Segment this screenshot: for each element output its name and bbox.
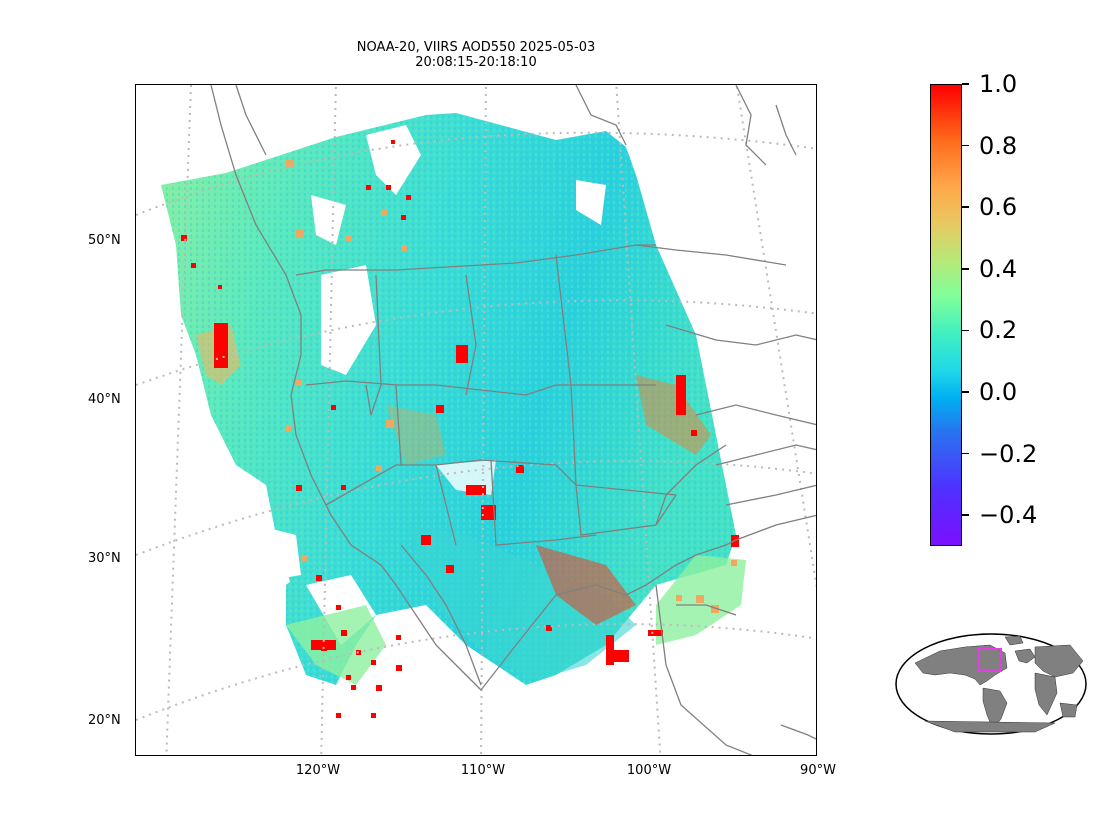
- colorbar-tick-label: 0.6: [979, 193, 1018, 222]
- coastlines: [210, 85, 816, 755]
- graticule: [136, 85, 816, 755]
- aod-map-svg: [136, 85, 816, 755]
- colorbar-tick-label: −0.4: [979, 501, 1038, 530]
- colorbar-tick-mark: [962, 452, 969, 455]
- lat-label-20n: 20°N: [88, 713, 121, 728]
- colorbar-tick-label: 0.0: [979, 378, 1018, 406]
- colorbar-tick-mark: [962, 268, 969, 270]
- title-line-1: NOAA-20, VIIRS AOD550 2025-05-03: [356, 40, 596, 55]
- lat-label-50n: 50°N: [88, 233, 121, 248]
- map-title: NOAA-20, VIIRS AOD550 2025-05-03 20:08:1…: [135, 40, 817, 70]
- title-line-2: 20:08:15-20:18:10: [415, 55, 537, 70]
- colorbar-tick-mark: [962, 391, 969, 393]
- lon-label-110w: 110°W: [460, 763, 506, 778]
- colorbar-tick-label: 0.8: [979, 131, 1018, 160]
- colorbar-tick-label: −0.2: [979, 439, 1038, 468]
- colorbar-tick-mark: [962, 329, 969, 332]
- colorbar-tick-label: 0.2: [979, 316, 1018, 345]
- lon-label-100w: 100°W: [626, 763, 672, 778]
- colorbar-tick-label: 0.4: [979, 254, 1018, 283]
- lat-label-40n: 40°N: [88, 392, 121, 407]
- colorbar-tick-mark: [962, 83, 969, 85]
- locator-box: [978, 648, 1002, 672]
- colorbar-tick-label: 1.0: [979, 70, 1018, 98]
- world-locator-inset: [895, 633, 1087, 735]
- colorbar-tick-mark: [962, 206, 969, 208]
- moderate-aod-pixels: [286, 160, 737, 613]
- locator-globe-svg: [895, 633, 1087, 735]
- lat-label-30n: 30°N: [88, 551, 121, 566]
- lon-label-90w: 90°W: [800, 763, 836, 778]
- colorbar-tick-mark: [962, 514, 969, 516]
- colorbar: [930, 84, 962, 546]
- lon-label-120w: 120°W: [295, 763, 341, 778]
- locator-land: [914, 635, 1084, 733]
- colorbar-tick-mark: [962, 144, 969, 147]
- map-panel[interactable]: [135, 84, 817, 756]
